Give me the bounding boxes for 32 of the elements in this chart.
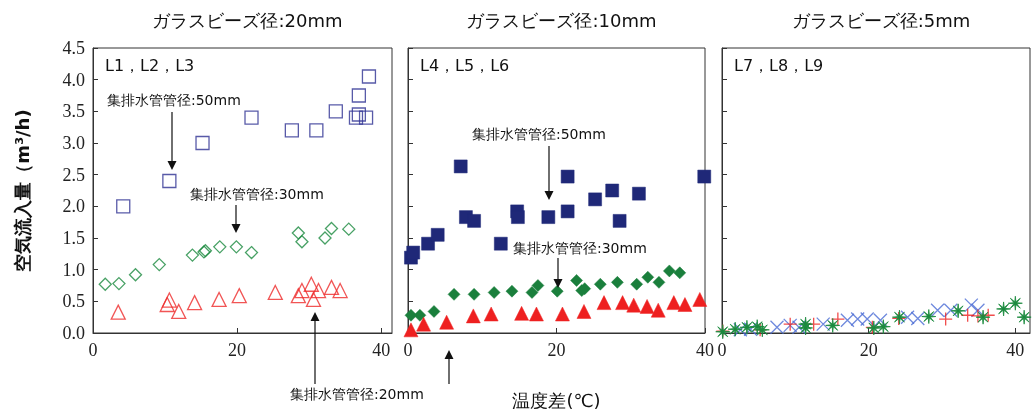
y-tick-label: 2.5: [62, 164, 85, 185]
annotation: 集排水管管径:30mm: [513, 240, 647, 256]
annotation: 集排水管管径:50mm: [107, 92, 241, 108]
y-tick-label: 4.5: [62, 38, 85, 58]
y-tick-label: 4.0: [62, 69, 85, 90]
x-axis-title: 温度差(℃): [512, 389, 601, 410]
x-tick-label: 40: [696, 340, 714, 360]
chart-title: ガラスビーズ径:5mm: [791, 9, 971, 31]
x-tick-label: 40: [372, 340, 391, 360]
y-tick-label: 3.0: [62, 133, 85, 153]
x-tick-label: 0: [717, 340, 727, 360]
x-tick-label: 0: [403, 340, 413, 360]
x-tick-label: 20: [859, 340, 878, 360]
x-tick-label: 0: [88, 340, 98, 360]
x-tick-label: 20: [228, 340, 247, 360]
y-axis-title: 空気流入量（m³/h): [11, 109, 33, 272]
annotation: 集排水管管径:50mm: [472, 126, 606, 142]
text: 集排水管管径:20mm: [290, 386, 424, 402]
annotation: L4，L5，L6: [420, 56, 510, 75]
x-tick-label: 20: [547, 340, 566, 360]
y-tick-label: 0.0: [62, 323, 85, 343]
y-tick-label: 3.5: [62, 101, 85, 122]
annotation: 集排水管管径:30mm: [190, 186, 324, 202]
y-tick-label: 0.5: [62, 291, 85, 312]
x-tick-label: 40: [1006, 340, 1025, 360]
y-tick-label: 1.0: [62, 259, 85, 280]
y-tick-label: 2.0: [62, 196, 85, 217]
y-tick-label: 1.5: [62, 228, 85, 248]
chart-title: ガラスビーズ径:20mm: [152, 9, 343, 31]
annotation: L1，L2，L3: [105, 56, 195, 75]
annotation: L7，L8，L9: [734, 56, 824, 75]
chart-title: ガラスビーズ径:10mm: [466, 9, 657, 31]
